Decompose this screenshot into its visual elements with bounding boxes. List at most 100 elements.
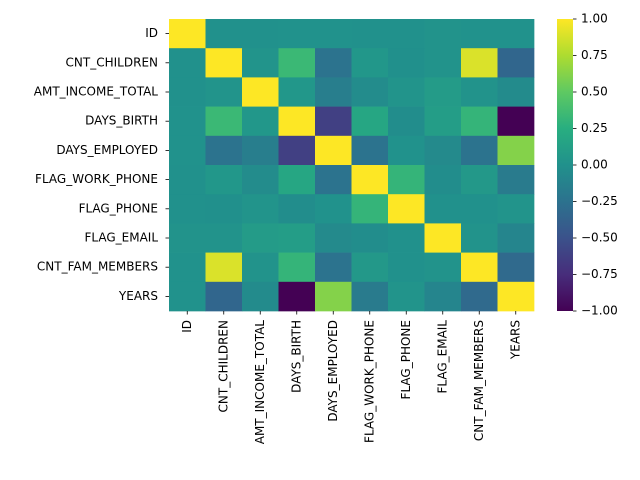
heatmap-cell: [278, 252, 316, 283]
y-tick-label: FLAG_EMAIL: [84, 231, 158, 245]
colorbar: [557, 19, 573, 311]
heatmap-cell: [497, 223, 535, 253]
heatmap-cell: [388, 77, 425, 107]
y-tick-label: YEARS: [118, 289, 158, 303]
heatmap-cell: [278, 48, 316, 78]
colorbar-tick-label: 1.00: [581, 12, 608, 26]
heatmap-cell: [497, 281, 535, 312]
heatmap-cell: [497, 48, 535, 78]
heatmap-cell: [388, 281, 425, 312]
heatmap-cell: [242, 281, 279, 312]
heatmap-cell: [205, 194, 243, 224]
heatmap-cell: [169, 223, 206, 253]
heatmap-cell: [315, 194, 352, 224]
colorbar-tick-label: −1.00: [581, 304, 618, 318]
heatmap-cell: [169, 252, 206, 283]
heatmap-cell: [169, 77, 206, 107]
heatmap-cell: [205, 19, 243, 49]
heatmap-cell: [424, 194, 462, 224]
y-tick-label: DAYS_EMPLOYED: [56, 143, 158, 157]
colorbar-tick-label: 0.50: [581, 85, 608, 99]
heatmap-cell: [169, 194, 206, 224]
heatmap-cell: [278, 281, 316, 312]
y-tick-label: DAYS_BIRTH: [85, 114, 158, 128]
heatmap-cell: [169, 135, 206, 166]
colorbar-gradient: [557, 19, 573, 311]
heatmap-cell: [351, 281, 389, 312]
heatmap-cell: [278, 77, 316, 107]
x-tick-label: FLAG_EMAIL: [435, 320, 449, 394]
heatmap-cell: [388, 165, 425, 195]
heatmap-cell: [461, 252, 498, 283]
heatmap-cell: [461, 223, 498, 253]
heatmap-cell: [278, 194, 316, 224]
heatmap-cell: [278, 106, 316, 137]
heatmap-cell: [424, 48, 462, 78]
heatmap-cell: [205, 281, 243, 312]
heatmap-cell: [278, 19, 316, 49]
heatmap-cells: [169, 19, 535, 312]
heatmap-cell: [351, 165, 389, 195]
x-tick-label: CNT_CHILDREN: [216, 320, 230, 412]
heatmap-cell: [461, 194, 498, 224]
heatmap-cell: [497, 106, 535, 137]
heatmap-cell: [169, 165, 206, 195]
x-tick-label: ID: [180, 320, 194, 333]
heatmap-cell: [497, 194, 535, 224]
heatmap-cell: [169, 48, 206, 78]
heatmap-cell: [205, 106, 243, 137]
colorbar-tick-label: −0.25: [581, 194, 618, 208]
heatmap-cell: [315, 77, 352, 107]
heatmap-cell: [315, 106, 352, 137]
heatmap-cell: [388, 106, 425, 137]
heatmap-cell: [351, 19, 389, 49]
x-tick-label: FLAG_PHONE: [399, 320, 413, 399]
heatmap-cell: [497, 77, 535, 107]
heatmap-cell: [242, 19, 279, 49]
heatmap-cell: [424, 19, 462, 49]
heatmap-cell: [424, 252, 462, 283]
heatmap-cell: [351, 77, 389, 107]
heatmap-cell: [315, 48, 352, 78]
heatmap-cell: [424, 77, 462, 107]
y-tick-label: AMT_INCOME_TOTAL: [34, 85, 159, 99]
heatmap-cell: [205, 135, 243, 166]
colorbar-tick-label: −0.50: [581, 231, 618, 245]
x-tick-label: AMT_INCOME_TOTAL: [253, 320, 267, 445]
heatmap-cell: [424, 281, 462, 312]
heatmap-cell: [424, 223, 462, 253]
y-tick-label: FLAG_PHONE: [79, 201, 158, 215]
heatmap-cell: [242, 194, 279, 224]
heatmap-cell: [461, 19, 498, 49]
heatmap-cell: [242, 165, 279, 195]
heatmap-cell: [278, 223, 316, 253]
heatmap-cell: [388, 135, 425, 166]
heatmap-cell: [315, 165, 352, 195]
colorbar-tick-label: 0.75: [581, 48, 608, 62]
heatmap-cell: [242, 77, 279, 107]
heatmap-cell: [315, 223, 352, 253]
y-tick-label: FLAG_WORK_PHONE: [35, 172, 158, 186]
heatmap-cell: [351, 48, 389, 78]
heatmap-cell: [388, 223, 425, 253]
colorbar-tick-label: −0.75: [581, 267, 618, 281]
colorbar-axis: 1.00 0.75 0.50 0.25 0.00 −0.25 −0.50 −0.75 −1.00: [573, 12, 618, 318]
heatmap-cell: [169, 19, 206, 49]
heatmap-cell: [461, 135, 498, 166]
heatmap-cell: [351, 223, 389, 253]
heatmap-cell: [424, 106, 462, 137]
x-tick-label: DAYS_BIRTH: [289, 320, 303, 393]
heatmap-cell: [497, 165, 535, 195]
heatmap-cell: [278, 165, 316, 195]
heatmap-cell: [497, 19, 535, 49]
heatmap-cell: [205, 252, 243, 283]
x-tick-label: YEARS: [508, 320, 522, 360]
heatmap-cell: [461, 165, 498, 195]
heatmap-cell: [315, 135, 352, 166]
heatmap-cell: [315, 252, 352, 283]
heatmap-cell: [205, 165, 243, 195]
heatmap-cell: [351, 135, 389, 166]
x-tick-label: DAYS_EMPLOYED: [326, 320, 340, 422]
heatmap-cell: [424, 135, 462, 166]
heatmap-cell: [497, 135, 535, 166]
